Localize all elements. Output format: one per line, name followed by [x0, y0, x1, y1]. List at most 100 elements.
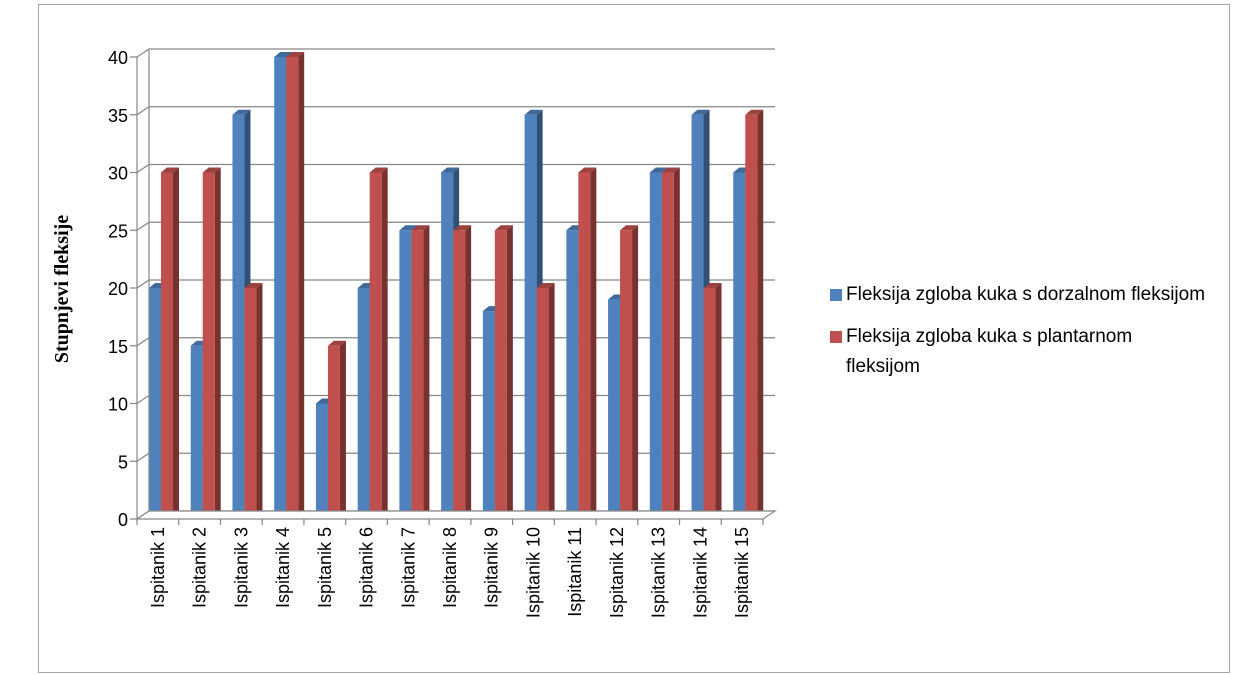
- bar-front: [369, 172, 382, 519]
- legend-swatch: [830, 331, 842, 343]
- bar-front: [608, 299, 621, 519]
- bar-plantarna-7: [411, 225, 430, 519]
- y-tick-label: 35: [108, 106, 128, 126]
- y-tick-label: 30: [108, 164, 128, 184]
- bar-layer: [149, 52, 764, 519]
- legend-swatch: [830, 289, 842, 301]
- bar-plantarna-15: [745, 109, 764, 519]
- gridline-wall: [136, 452, 150, 462]
- bar-side: [256, 283, 263, 519]
- bar-side: [465, 225, 472, 519]
- bar-top: [691, 109, 710, 115]
- bar-plantarna-12: [620, 225, 639, 519]
- y-tick-label: 10: [108, 395, 128, 415]
- bar-front: [399, 230, 412, 519]
- bar-side: [298, 52, 305, 519]
- gridline-wall: [136, 221, 150, 231]
- axis-layer: 0 5 10 15 20 25 30 35 40 Ispitanik 1 Ispitanik 2 Is…: [108, 48, 777, 618]
- bar-plantarna-11: [578, 167, 597, 519]
- bar-front: [745, 114, 758, 519]
- bar-top: [578, 167, 597, 173]
- bar-front: [274, 57, 287, 519]
- bar-top: [286, 52, 305, 57]
- x-tick-label: Ispitanik 3: [231, 527, 251, 608]
- x-tick-label: Ispitanik 8: [440, 527, 460, 608]
- legend: Fleksija zgloba kuka s dorzalnom fleksij…: [830, 280, 1210, 394]
- bar-side: [506, 225, 513, 519]
- bar-top: [524, 109, 543, 115]
- y-tick-label: 20: [108, 279, 128, 299]
- bar-side: [214, 167, 221, 519]
- y-tick-label: 5: [118, 452, 128, 472]
- bar-plantarna-13: [661, 167, 680, 519]
- bar-front: [286, 57, 299, 519]
- legend-label: Fleksija zgloba kuka s plantarnom fleksi…: [846, 326, 1133, 377]
- bar-front: [315, 403, 328, 519]
- bar-plantarna-9: [494, 225, 513, 519]
- bar-top: [745, 109, 764, 115]
- y-tick-label: 15: [108, 337, 128, 357]
- bar-front: [202, 172, 215, 519]
- bar-top: [244, 283, 263, 288]
- bar-top: [441, 167, 460, 173]
- bar-front: [691, 114, 704, 519]
- gridline-wall: [136, 337, 150, 347]
- bar-front: [149, 288, 161, 519]
- bar-front: [327, 345, 340, 519]
- y-tick-label: 25: [108, 221, 128, 241]
- bar-front: [566, 230, 579, 519]
- bar-top: [327, 340, 346, 346]
- bar-front: [232, 114, 245, 519]
- bar-side: [590, 167, 597, 519]
- bar-side: [757, 109, 764, 519]
- bar-top: [232, 109, 251, 115]
- bar-top: [536, 283, 555, 288]
- x-tick-label: Ispitanik 13: [649, 527, 669, 618]
- x-tick-label: Ispitanik 6: [357, 527, 377, 608]
- y-tick-label: 0: [118, 510, 128, 530]
- bar-front: [411, 230, 424, 519]
- x-tick-label: Ispitanik 9: [482, 527, 502, 608]
- x-tick-label: Ispitanik 2: [190, 527, 210, 608]
- bar-front: [494, 230, 507, 519]
- bar-front: [357, 288, 370, 519]
- bar-plantarna-14: [703, 283, 722, 519]
- legend-label: Fleksija zgloba kuka s dorzalnom fleksij…: [846, 284, 1206, 305]
- x-tick-label: Ispitanik 4: [273, 527, 293, 608]
- x-tick-label: Ispitanik 15: [732, 527, 752, 618]
- bar-front: [441, 172, 454, 519]
- bar-side: [673, 167, 680, 519]
- bar-front: [649, 172, 662, 519]
- bar-top: [494, 225, 513, 231]
- y-axis-label: Stupnjevi fleksije: [51, 215, 73, 363]
- bar-front: [536, 288, 549, 519]
- bar-plantarna-1: [161, 167, 179, 519]
- gridline-wall: [136, 395, 150, 404]
- bar-side: [548, 283, 555, 519]
- bar-top: [453, 225, 472, 231]
- x-tick-label: Ispitanik 14: [690, 527, 710, 618]
- bar-plantarna-3: [244, 283, 263, 519]
- bar-side: [632, 225, 639, 519]
- bar-top: [369, 167, 388, 173]
- bar-top: [661, 167, 680, 173]
- chart-floor: [135, 510, 777, 520]
- bar-plantarna-6: [369, 167, 388, 519]
- bar-front: [620, 230, 633, 519]
- bar-side: [173, 167, 179, 519]
- bar-front: [524, 114, 537, 519]
- legend-item: Fleksija zgloba kuka s dorzalnom fleksij…: [830, 280, 1210, 310]
- bar-front: [661, 172, 674, 519]
- x-tick-label: Ispitanik 12: [607, 527, 627, 618]
- x-tick-label: Ispitanik 11: [565, 527, 585, 617]
- bar-plantarna-5: [327, 340, 346, 519]
- bar-front: [578, 172, 591, 519]
- x-tick-label: Ispitanik 1: [148, 527, 168, 608]
- bar-front: [482, 311, 495, 519]
- gridline-wall: [136, 48, 150, 58]
- bar-front: [244, 288, 257, 519]
- gridline-wall: [136, 279, 150, 289]
- bar-side: [715, 283, 722, 519]
- x-tick-label: Ispitanik 10: [523, 527, 543, 618]
- bar-plantarna-10: [536, 283, 555, 519]
